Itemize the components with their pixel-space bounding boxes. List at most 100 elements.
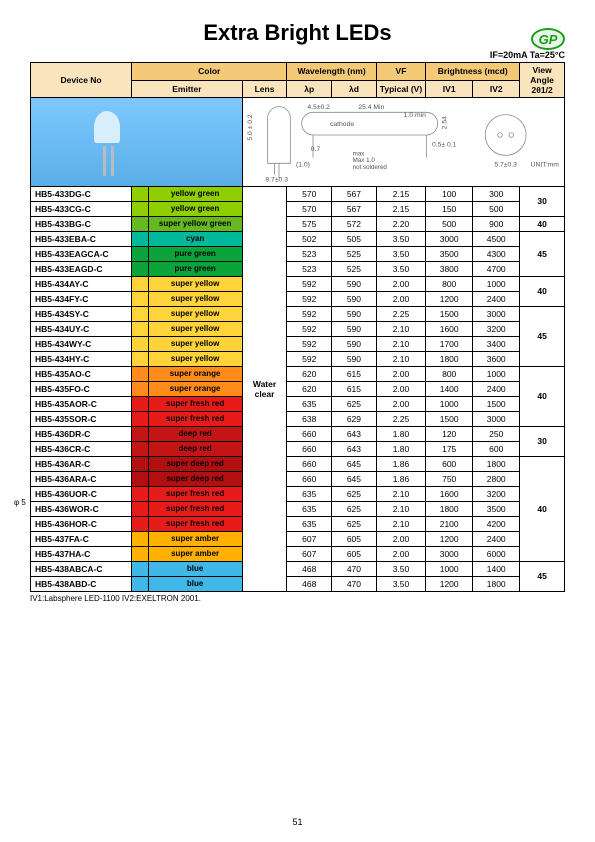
emitter-cell: super fresh red (148, 501, 242, 516)
lp-cell: 592 (287, 291, 332, 306)
ld-cell: 605 (332, 546, 377, 561)
hdr-vf-sub: Typical (V) (376, 80, 425, 98)
iv1-cell: 1700 (426, 336, 473, 351)
ld-cell: 567 (332, 186, 377, 201)
lp-cell: 660 (287, 441, 332, 456)
table-row: HB5-434AY-Csuper yellow5925902.008001000… (31, 276, 565, 291)
page-title: Extra Bright LEDs (30, 20, 565, 46)
iv2-cell: 4700 (473, 261, 520, 276)
device-cell: HB5-433CG-C (31, 201, 132, 216)
device-cell: HB5-435AOR-C (31, 396, 132, 411)
color-swatch (132, 276, 148, 291)
iv1-cell: 3500 (426, 246, 473, 261)
vf-cell: 2.00 (376, 366, 425, 381)
emitter-cell: super fresh red (148, 516, 242, 531)
iv2-cell: 3200 (473, 486, 520, 501)
iv2-cell: 2400 (473, 291, 520, 306)
table-row: HB5-435SOR-Csuper fresh red6386292.25150… (31, 411, 565, 426)
table-row: HB5-438ABCA-Cblue4684703.501000140045 (31, 561, 565, 576)
iv2-cell: 1000 (473, 276, 520, 291)
table-row: HB5-434FY-Csuper yellow5925902.001200240… (31, 291, 565, 306)
iv1-cell: 3000 (426, 546, 473, 561)
ld-cell: 625 (332, 396, 377, 411)
color-swatch (132, 531, 148, 546)
ld-cell: 525 (332, 246, 377, 261)
vf-cell: 2.15 (376, 186, 425, 201)
iv1-cell: 1400 (426, 381, 473, 396)
color-swatch (132, 441, 148, 456)
lp-cell: 468 (287, 576, 332, 591)
mechanical-diagram: 4.5±0.2 25.4 Min 1.0 min cathode 5.0 ± 0… (245, 100, 562, 184)
vf-cell: 1.80 (376, 441, 425, 456)
color-swatch (132, 396, 148, 411)
ld-cell: 590 (332, 276, 377, 291)
view-angle-cell: 30 (520, 186, 565, 216)
lp-cell: 638 (287, 411, 332, 426)
iv2-cell: 3200 (473, 321, 520, 336)
emitter-cell: pure green (148, 246, 242, 261)
emitter-cell: super yellow green (148, 216, 242, 231)
table-row: HB5-433EAGCA-Cpure green5235253.50350043… (31, 246, 565, 261)
ld-cell: 643 (332, 441, 377, 456)
device-cell: HB5-436ARA-C (31, 471, 132, 486)
svg-text:0.7: 0.7 (310, 146, 320, 153)
color-swatch (132, 231, 148, 246)
iv2-cell: 250 (473, 426, 520, 441)
emitter-cell: super amber (148, 531, 242, 546)
iv1-cell: 600 (426, 456, 473, 471)
iv1-cell: 1000 (426, 396, 473, 411)
iv1-cell: 1500 (426, 306, 473, 321)
hdr-iv1: IV1 (426, 80, 473, 98)
device-cell: HB5-436CR-C (31, 441, 132, 456)
lp-cell: 660 (287, 471, 332, 486)
vf-cell: 2.00 (376, 381, 425, 396)
vf-cell: 2.25 (376, 306, 425, 321)
svg-text:4.5±0.2: 4.5±0.2 (307, 104, 330, 111)
hdr-vf: VF (376, 63, 425, 81)
emitter-cell: super yellow (148, 336, 242, 351)
iv1-cell: 750 (426, 471, 473, 486)
ld-cell: 590 (332, 336, 377, 351)
lp-cell: 592 (287, 276, 332, 291)
color-swatch (132, 381, 148, 396)
emitter-cell: deep red (148, 426, 242, 441)
table-row: HB5-435AO-Csuper orange6206152.008001000… (31, 366, 565, 381)
iv1-cell: 3800 (426, 261, 473, 276)
ld-cell: 567 (332, 201, 377, 216)
color-swatch (132, 471, 148, 486)
brand-logo: GP (531, 28, 565, 50)
emitter-cell: super fresh red (148, 396, 242, 411)
lp-cell: 468 (287, 561, 332, 576)
lp-cell: 523 (287, 261, 332, 276)
iv1-cell: 800 (426, 276, 473, 291)
device-cell: HB5-433EBA-C (31, 231, 132, 246)
device-cell: HB5-435AO-C (31, 366, 132, 381)
iv1-cell: 1600 (426, 486, 473, 501)
color-swatch (132, 216, 148, 231)
revision-mark: φ 5 (14, 498, 26, 507)
svg-text:(1.0): (1.0) (296, 162, 310, 169)
table-row: HB5-436UOR-Csuper fresh red6356252.10160… (31, 486, 565, 501)
ld-cell: 645 (332, 471, 377, 486)
view-angle-cell: 40 (520, 276, 565, 306)
svg-text:cathode: cathode (330, 121, 354, 128)
ld-cell: 525 (332, 261, 377, 276)
hdr-iv2: IV2 (473, 80, 520, 98)
table-row: HB5-436HOR-Csuper fresh red6356252.10210… (31, 516, 565, 531)
vf-cell: 2.10 (376, 336, 425, 351)
emitter-cell: super yellow (148, 306, 242, 321)
vf-cell: 1.80 (376, 426, 425, 441)
lp-cell: 502 (287, 231, 332, 246)
iv2-cell: 2400 (473, 531, 520, 546)
svg-text:0.5± 0.1: 0.5± 0.1 (432, 141, 457, 148)
conditions-text: IF=20mA Ta=25°C (30, 50, 565, 60)
svg-text:5.0 ± 0.2: 5.0 ± 0.2 (246, 114, 253, 141)
footnote: IV1:Labsphere LED-1100 IV2:EXELTRON 2001… (30, 594, 565, 603)
color-swatch (132, 426, 148, 441)
color-swatch (132, 561, 148, 576)
hdr-brightness: Brightness (mcd) (426, 63, 520, 81)
vf-cell: 2.15 (376, 201, 425, 216)
ld-cell: 645 (332, 456, 377, 471)
view-angle-cell: 45 (520, 306, 565, 366)
table-row: HB5-436CR-Cdeep red6606431.80175600 (31, 441, 565, 456)
